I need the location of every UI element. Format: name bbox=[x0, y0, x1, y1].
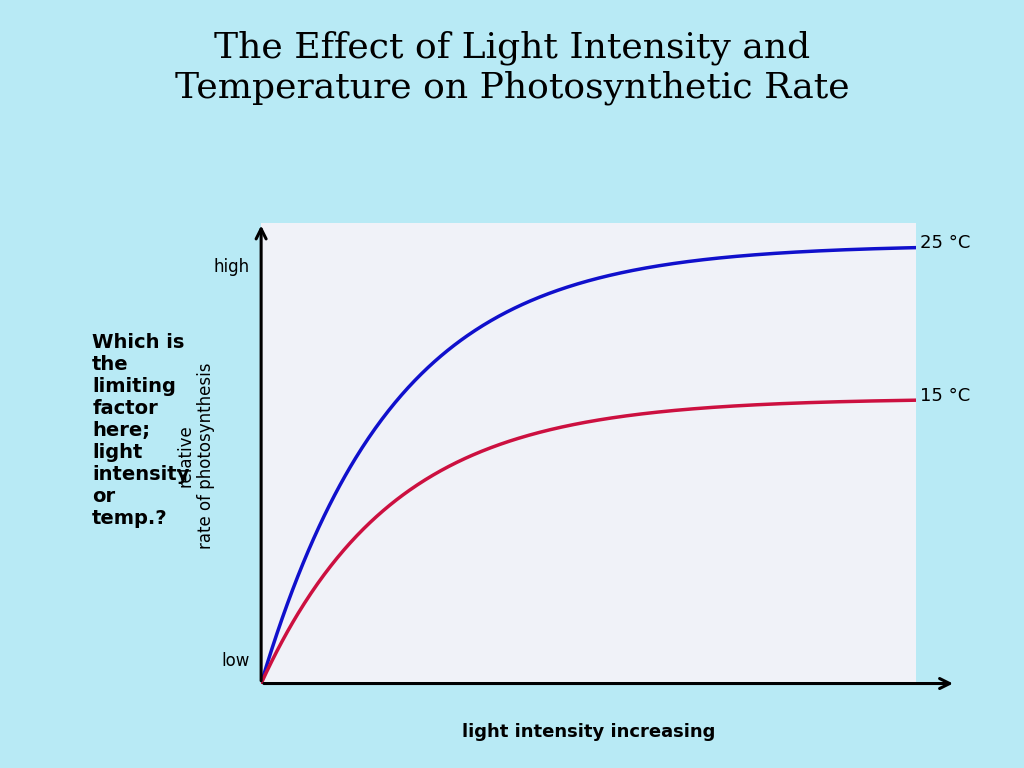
Text: high: high bbox=[213, 258, 249, 276]
Text: The Effect of Light Intensity and
Temperature on Photosynthetic Rate: The Effect of Light Intensity and Temper… bbox=[175, 31, 849, 105]
Text: low: low bbox=[221, 652, 249, 670]
Text: relative
rate of photosynthesis: relative rate of photosynthesis bbox=[176, 362, 215, 548]
Text: Which is
the
limiting
factor
here;
light
intensity
or
temp.?: Which is the limiting factor here; light… bbox=[92, 333, 189, 528]
Text: 15 °C: 15 °C bbox=[920, 387, 970, 405]
Text: 25 °C: 25 °C bbox=[920, 234, 970, 252]
Text: light intensity increasing: light intensity increasing bbox=[462, 723, 716, 741]
